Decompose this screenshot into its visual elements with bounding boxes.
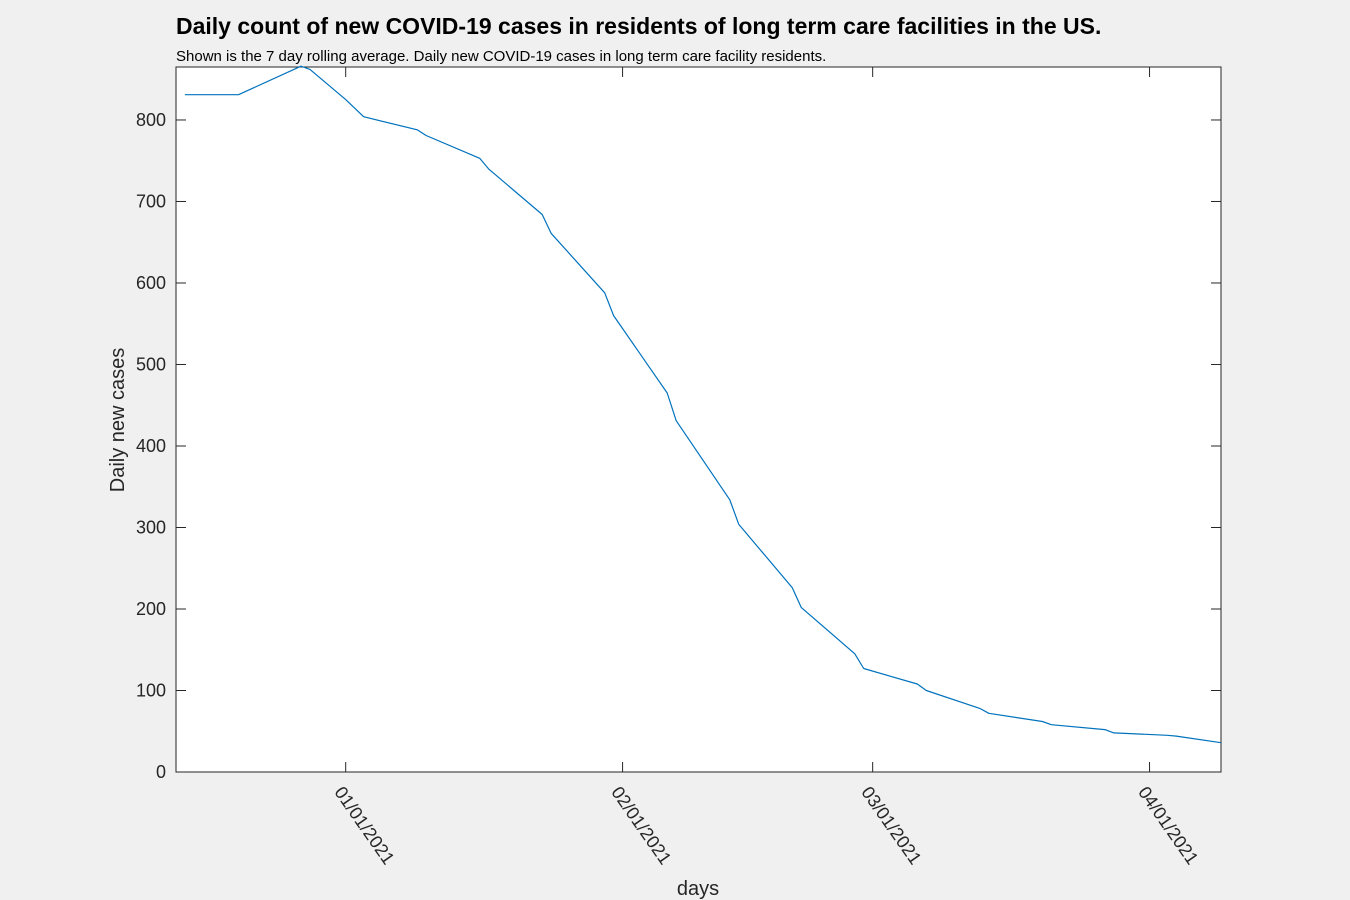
chart-subtitle: Shown is the 7 day rolling average. Dail… — [176, 48, 826, 65]
y-tick-label: 0 — [156, 762, 166, 782]
x-tick-label: 03/01/2021 — [857, 783, 925, 868]
x-tick-label: 01/01/2021 — [330, 783, 398, 868]
chart-title: Daily count of new COVID-19 cases in res… — [176, 13, 1101, 39]
y-tick-label: 100 — [136, 680, 166, 700]
y-tick-label: 200 — [136, 599, 166, 619]
x-tick-label: 02/01/2021 — [607, 783, 675, 868]
y-tick-label: 800 — [136, 110, 166, 130]
y-tick-label: 400 — [136, 436, 166, 456]
series-layer — [184, 65, 1222, 744]
y-tick-label: 600 — [136, 273, 166, 293]
x-axis-label: days — [677, 878, 719, 900]
series-line — [184, 65, 1222, 744]
plot-area — [175, 66, 1222, 773]
y-axis-label: Daily new cases — [107, 348, 129, 493]
y-tick-label: 700 — [136, 191, 166, 211]
x-tick-label: 04/01/2021 — [1134, 783, 1202, 868]
y-tick-label: 300 — [136, 517, 166, 537]
y-tick-label: 500 — [136, 354, 166, 374]
